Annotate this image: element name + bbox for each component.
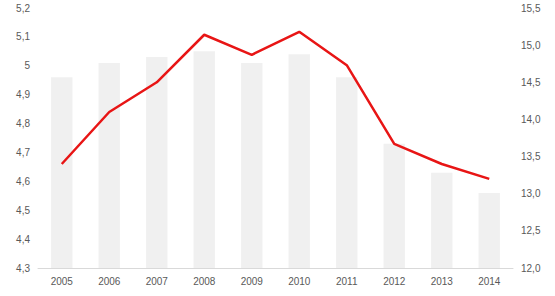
svg-text:13,5: 13,5 <box>521 151 541 162</box>
svg-text:2010: 2010 <box>288 276 311 287</box>
svg-text:4,6: 4,6 <box>16 176 30 187</box>
svg-text:2012: 2012 <box>383 276 406 287</box>
svg-text:14,0: 14,0 <box>521 114 541 125</box>
svg-text:5,1: 5,1 <box>16 31 30 42</box>
svg-text:4,5: 4,5 <box>16 205 30 216</box>
svg-text:4,8: 4,8 <box>16 118 30 129</box>
svg-text:5: 5 <box>24 60 30 71</box>
svg-text:2008: 2008 <box>193 276 216 287</box>
svg-text:4,7: 4,7 <box>16 147 30 158</box>
svg-text:2005: 2005 <box>51 276 74 287</box>
svg-text:5,2: 5,2 <box>16 3 30 14</box>
svg-text:12,5: 12,5 <box>521 225 541 236</box>
svg-text:14,5: 14,5 <box>521 77 541 88</box>
svg-text:2007: 2007 <box>146 276 169 287</box>
svg-text:4,3: 4,3 <box>16 263 30 274</box>
svg-text:15,0: 15,0 <box>521 40 541 51</box>
svg-text:2006: 2006 <box>98 276 121 287</box>
svg-text:13,0: 13,0 <box>521 188 541 199</box>
svg-text:12,0: 12,0 <box>521 263 541 274</box>
svg-text:15,5: 15,5 <box>521 3 541 14</box>
svg-text:4,4: 4,4 <box>16 234 30 245</box>
svg-text:4,9: 4,9 <box>16 89 30 100</box>
svg-text:2011: 2011 <box>336 276 358 287</box>
svg-text:2014: 2014 <box>478 276 501 287</box>
svg-text:2013: 2013 <box>431 276 454 287</box>
svg-text:2009: 2009 <box>241 276 264 287</box>
